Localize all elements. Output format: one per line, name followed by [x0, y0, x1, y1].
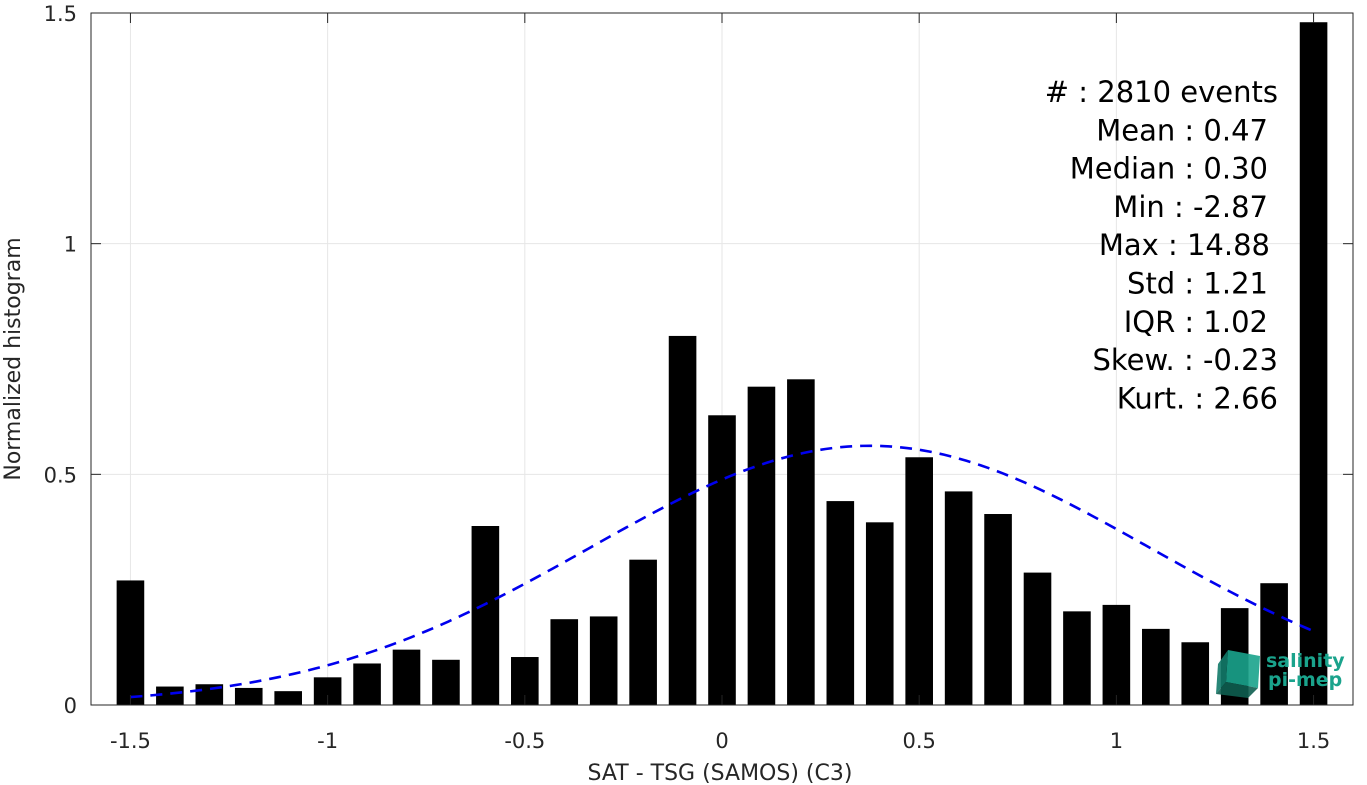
bar-25: [1102, 604, 1131, 705]
stats-line-5: Std : 1.21: [1127, 267, 1268, 301]
axis-ticks: [91, 12, 1353, 706]
bar-6: [353, 663, 381, 705]
histogram-bars: [116, 22, 1328, 705]
normal-fit-curve: [130, 444, 1315, 699]
bar-9: [471, 526, 500, 705]
bar-13: [629, 559, 657, 705]
bar-1: [156, 686, 184, 705]
bar-15: [708, 415, 736, 705]
bar-23: [1023, 572, 1052, 705]
bar-12: [589, 616, 618, 705]
bar-27: [1181, 642, 1210, 705]
bar-29: [1260, 583, 1288, 705]
bar-0: [116, 580, 145, 705]
bar-19: [865, 522, 894, 705]
bar-16: [747, 386, 776, 705]
x-tick-labels: -1.5 -1 -0.5 0 0.5 1 1.5: [110, 729, 1330, 753]
bar-2: [195, 684, 224, 705]
stats-line-6: IQR : 1.02: [1124, 305, 1268, 339]
bar-11: [550, 619, 579, 705]
bar-7: [392, 649, 421, 705]
bar-18: [826, 501, 855, 705]
stats-line-7: Skew. : -0.23: [1092, 343, 1278, 377]
y-tick-label-3: 1.5: [44, 2, 77, 26]
x-tick-label-3: 0: [715, 729, 728, 753]
salinity-pi-mep-logo: salinity pi-mep: [1216, 650, 1345, 698]
bar-14: [668, 335, 697, 705]
logo-line1: salinity: [1266, 650, 1345, 672]
x-tick-label-1: -1: [317, 729, 338, 753]
bar-3: [234, 687, 263, 705]
stats-box: # : 2810 events Mean : 0.47 Median : 0.30 M…: [1045, 75, 1278, 415]
y-tick-labels: 0 0.5 1 1.5: [44, 2, 77, 718]
stats-line-3: Min : -2.87: [1113, 190, 1268, 224]
bar-26: [1142, 628, 1170, 705]
x-tick-label-6: 1.5: [1297, 729, 1330, 753]
stats-line-2: Median : 0.30: [1070, 152, 1268, 186]
bar-30: [1299, 22, 1328, 705]
y-tick-label-2: 1: [64, 233, 77, 257]
bar-20: [905, 457, 933, 705]
x-tick-label-2: -0.5: [504, 729, 545, 753]
x-tick-label-4: 0.5: [902, 729, 935, 753]
stats-line-0: # : 2810 events: [1045, 75, 1278, 109]
x-axis-label: SAT - TSG (SAMOS) (C3): [588, 761, 853, 785]
x-tick-label-5: 1: [1110, 729, 1123, 753]
y-axis-label: Normalized histogram: [1, 237, 26, 480]
stats-line-4: Max : 14.88: [1099, 228, 1270, 262]
bar-22: [984, 514, 1012, 705]
logo-cube-icon: [1216, 650, 1260, 698]
stats-line-8: Kurt. : 2.66: [1117, 381, 1278, 415]
logo-line2: pi-mep: [1268, 669, 1342, 691]
bar-17: [787, 379, 815, 705]
x-tick-label-0: -1.5: [110, 729, 151, 753]
stats-line-1: Mean : 0.47: [1096, 113, 1268, 147]
y-tick-label-0: 0: [64, 694, 77, 718]
bar-8: [432, 659, 460, 705]
bar-21: [944, 491, 973, 705]
bar-24: [1063, 611, 1091, 705]
y-tick-label-1: 0.5: [44, 463, 77, 487]
bar-4: [274, 691, 302, 705]
